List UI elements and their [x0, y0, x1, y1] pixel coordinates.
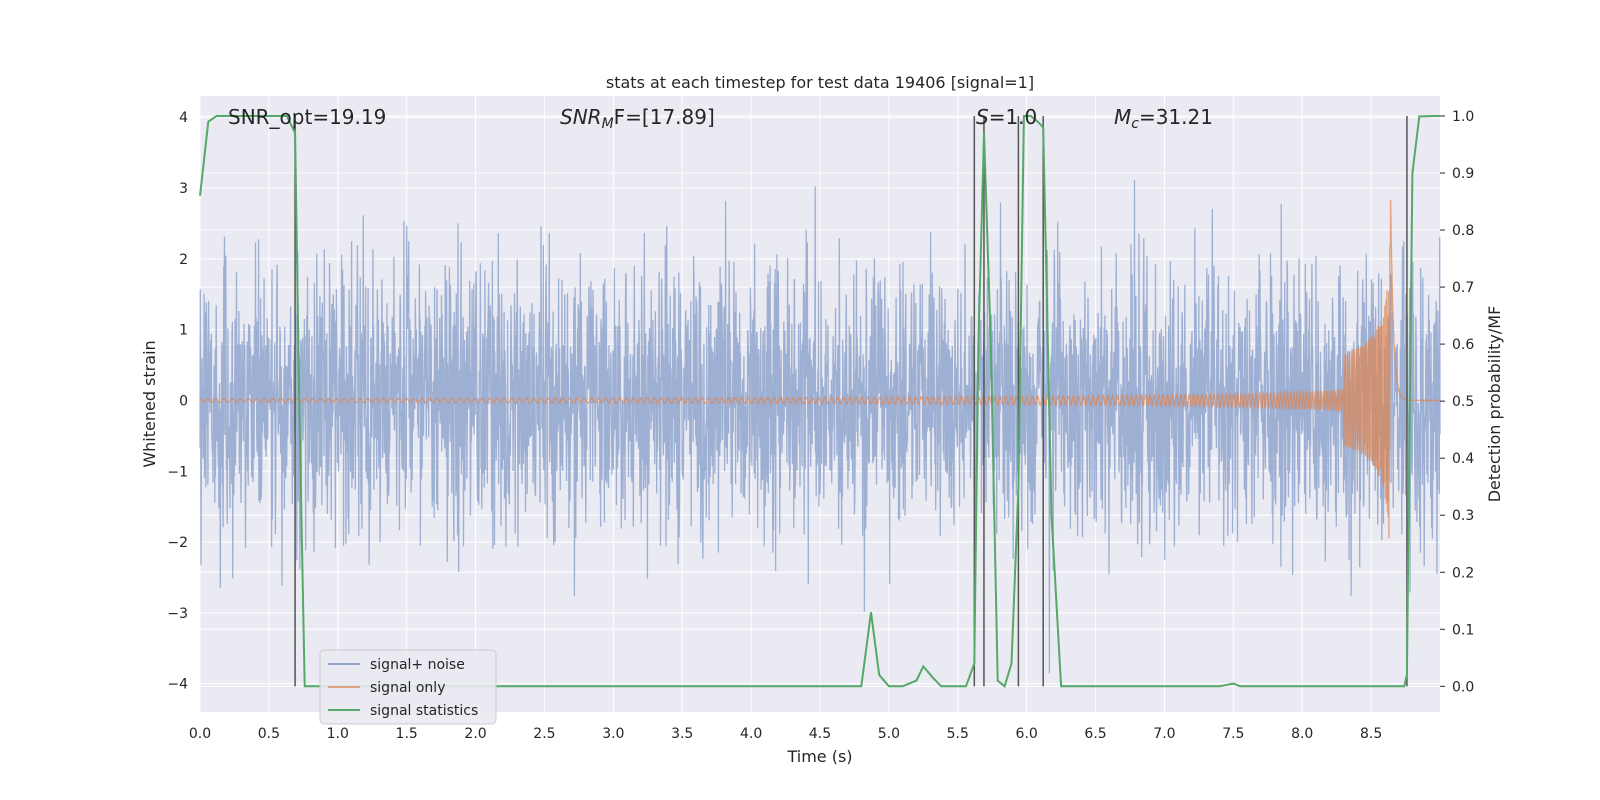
signal-only-series [199, 199, 1440, 539]
annotation-snr-opt: SNR_opt=19.19 [228, 105, 386, 129]
legend-label-noise: signal+ noise [370, 657, 465, 673]
y2-tick-label: 0.0 [1452, 679, 1474, 695]
legend-label-stats: signal statistics [370, 703, 478, 719]
x-tick-label: 7.5 [1222, 726, 1244, 742]
x-tick-label: 5.0 [878, 726, 900, 742]
y-tick-label: −2 [167, 535, 188, 551]
y2-tick-label: 0.1 [1452, 622, 1474, 638]
x-tick-label: 8.0 [1291, 726, 1313, 742]
y-tick-label: 4 [179, 110, 188, 126]
x-tick-label: 1.0 [327, 726, 349, 742]
signal-only-line [199, 199, 1440, 539]
x-tick-label: 8.5 [1360, 726, 1382, 742]
annotation-mc-main: M [1114, 105, 1131, 129]
signal-statistics-line [199, 115, 1440, 689]
y-tick-label: 2 [179, 252, 188, 268]
signal-noise-line [199, 179, 1441, 674]
y-tick-label: 1 [179, 323, 188, 339]
y-tick-label: 0 [179, 393, 188, 409]
annotation-s-main: S [976, 105, 989, 129]
annotation-mc-sub: c [1131, 116, 1139, 132]
x-tick-label: 6.0 [1016, 726, 1038, 742]
x-tick-label: 1.5 [396, 726, 418, 742]
signal-statistics-series [199, 115, 1440, 689]
annotation-s-rest: =1.0 [989, 105, 1038, 129]
annotation-snr-mf-sub: M [602, 116, 614, 132]
y2-tick-label: 0.5 [1452, 394, 1474, 410]
y2-tick-label: 0.3 [1452, 508, 1474, 524]
x-tick-label: 0.0 [189, 726, 211, 742]
x-tick-label: 6.5 [1084, 726, 1106, 742]
y2-axis-label: Detection probability/MF [1485, 306, 1504, 503]
x-tick-label: 4.0 [740, 726, 762, 742]
legend: signal+ noise signal only signal statist… [319, 649, 497, 725]
y2-tick-label: 0.4 [1452, 451, 1474, 467]
y2-tick-label: 1.0 [1452, 109, 1474, 125]
y-tick-label: −1 [167, 464, 188, 480]
x-tick-label: 5.5 [947, 726, 969, 742]
legend-label-signal: signal only [370, 680, 445, 696]
y-tick-label: −3 [167, 606, 188, 622]
tick-labels: 0.0 0.5 1.0 1.5 2.0 2.5 3.0 3.5 4.0 4.5 5.0 5.5 6.0 6… [167, 109, 1474, 742]
y2-tick-label: 0.9 [1452, 166, 1474, 182]
x-tick-label: 3.5 [671, 726, 693, 742]
x-tick-label: 7.0 [1153, 726, 1175, 742]
annotation-mc: Mc=31.21 [1114, 105, 1213, 132]
legend-box [319, 649, 497, 725]
x-tick-label: 4.5 [809, 726, 831, 742]
x-tick-label: 3.0 [602, 726, 624, 742]
y2-tick-label: 0.6 [1452, 337, 1474, 353]
x-tick-label: 2.5 [533, 726, 555, 742]
annotation-mc-rest: =31.21 [1139, 105, 1213, 129]
chart-title: stats at each timestep for test data 194… [606, 73, 1034, 92]
annotation-snr-mf-main: SNR [560, 105, 602, 129]
x-axis-label: Time (s) [786, 747, 852, 766]
y-tick-label: −4 [167, 677, 188, 693]
grid-layer [199, 96, 1440, 712]
annotation-snr-mf: SNRMF=[17.89] [560, 105, 715, 132]
y2-tick-label: 0.7 [1452, 280, 1474, 296]
y-axis-label: Whitened strain [140, 340, 159, 467]
annotation-s: S=1.0 [976, 105, 1037, 129]
annotation-snr-mf-rest: F=[17.89] [614, 105, 715, 129]
x-tick-label: 2.0 [464, 726, 486, 742]
x-tick-label: 0.5 [258, 726, 280, 742]
y-tick-label: 3 [179, 181, 188, 197]
y2-tick-label: 0.8 [1452, 223, 1474, 239]
signal-noise-series [199, 179, 1441, 674]
y2-tick-label: 0.2 [1452, 565, 1474, 581]
